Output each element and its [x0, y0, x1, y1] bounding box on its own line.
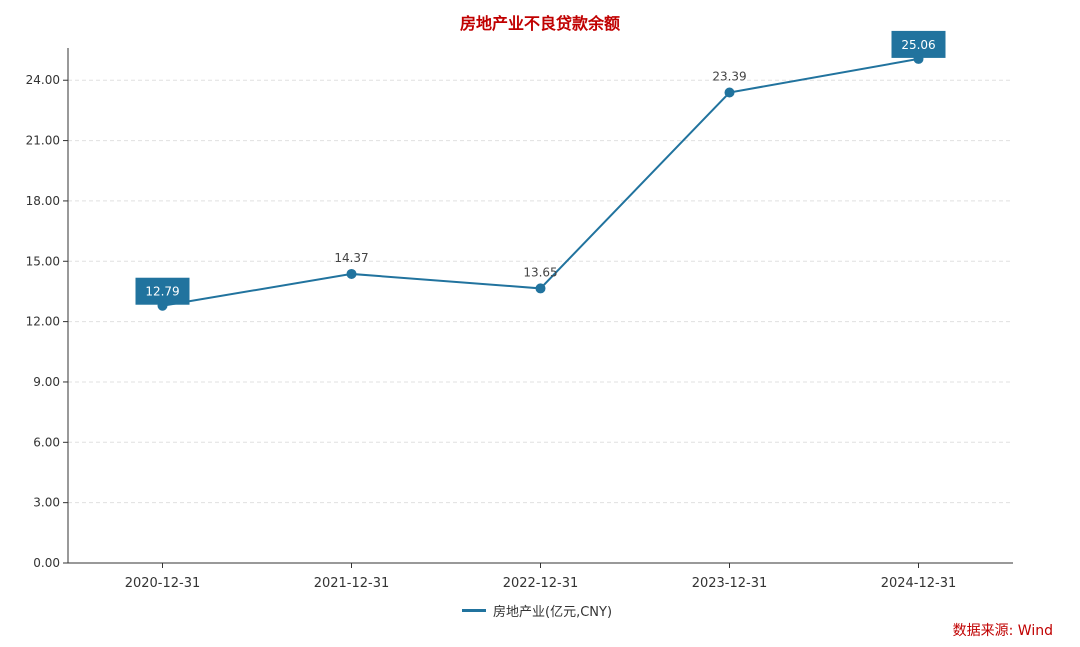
y-tick-label: 3.00: [33, 496, 60, 510]
x-tick-label: 2021-12-31: [314, 576, 390, 591]
data-source-note: 数据来源: Wind: [952, 623, 1053, 639]
y-tick-label: 0.00: [33, 556, 60, 570]
grid-lines: [68, 79, 1013, 504]
data-label: 25.06: [901, 38, 935, 52]
y-tick-label: 15.00: [26, 254, 60, 268]
x-tick-label: 2024-12-31: [881, 576, 957, 591]
y-tick-label: 6.00: [33, 435, 60, 449]
y-tick-label: 21.00: [26, 134, 60, 148]
data-point: [346, 268, 357, 279]
legend-line-swatch: [462, 608, 486, 612]
highlight-label-box: [135, 277, 190, 305]
axes: 0.00 3.00 6.00 9.00 12.00 15.00 18.00 21.00 24.0…: [26, 48, 1013, 591]
y-tick-label: 24.00: [26, 73, 60, 87]
y-tick-label: 18.00: [26, 194, 60, 208]
chart-title: 房地产业不良贷款余额: [459, 14, 620, 33]
y-tick-label: 9.00: [33, 375, 60, 389]
data-labels: 12.79 14.37 13.65 23.39 25.06: [135, 30, 946, 305]
data-label: 14.37: [334, 251, 368, 265]
y-tick-label: 12.00: [26, 315, 60, 329]
x-tick-label: 2020-12-31: [125, 576, 201, 591]
chart-legend[interactable]: 房地产业(亿元,CNY): [462, 601, 613, 620]
data-point: [535, 283, 546, 294]
x-tick-label: 2023-12-31: [692, 576, 768, 591]
data-label: 12.79: [145, 285, 179, 299]
data-label: 13.65: [523, 265, 557, 279]
data-point: [724, 87, 735, 98]
x-tick-label: 2022-12-31: [503, 576, 579, 591]
legend-series-label: 房地产业(亿元,CNY): [493, 604, 613, 620]
highlight-label-box: [891, 30, 946, 58]
data-label: 23.39: [712, 70, 746, 84]
data-points: [157, 53, 924, 311]
